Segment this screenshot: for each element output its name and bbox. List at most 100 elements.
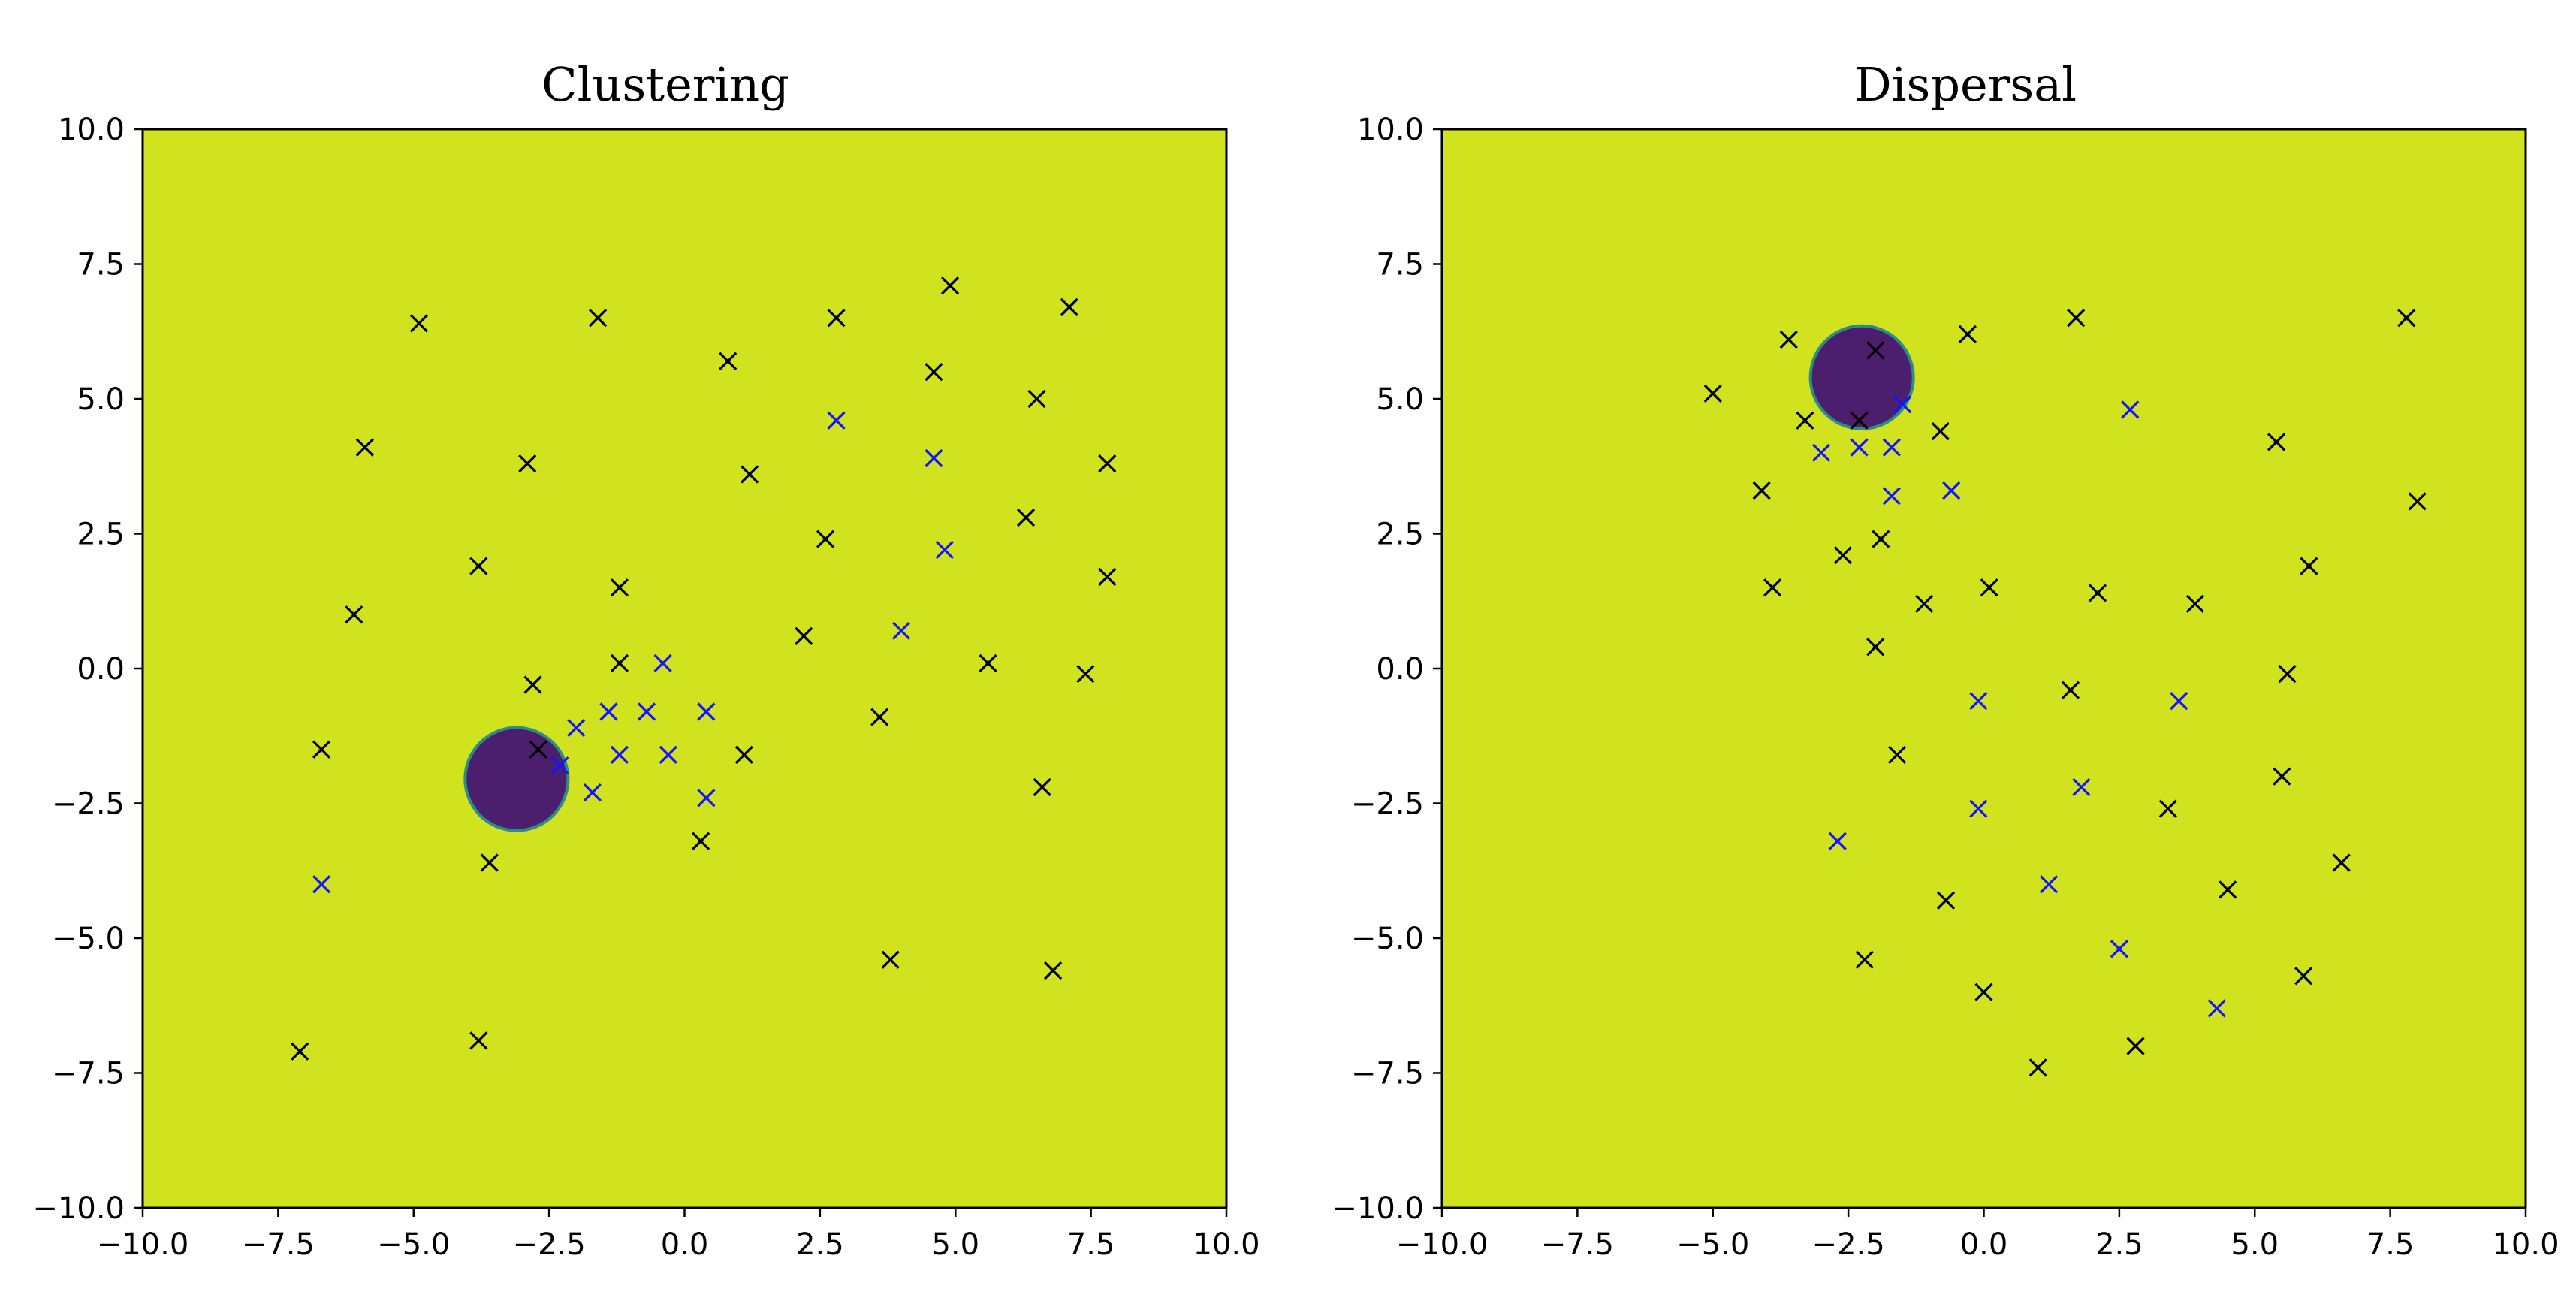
dispersal-blue-point bbox=[1850, 438, 1869, 457]
dispersal-blue-point bbox=[1811, 443, 1831, 462]
clustering-black-point bbox=[1076, 665, 1095, 684]
dispersal-plot-background bbox=[1442, 129, 2526, 1208]
clustering-black-point bbox=[740, 465, 759, 484]
clustering-y-tick-label: 5.0 bbox=[77, 382, 125, 417]
dispersal-blue-point bbox=[1969, 799, 1988, 818]
clustering-black-point bbox=[345, 605, 363, 624]
dispersal-blue-point bbox=[2170, 691, 2188, 711]
dispersal-blue-point bbox=[1882, 438, 1901, 457]
clustering-black-point bbox=[1043, 961, 1063, 980]
clustering-black-point bbox=[719, 352, 738, 370]
clustering-blue-point bbox=[610, 745, 629, 765]
clustering-x-tick-label: −5.0 bbox=[377, 1227, 450, 1262]
dispersal-x-tick-label: −5.0 bbox=[1676, 1227, 1749, 1262]
clustering-title: Clustering bbox=[541, 57, 789, 112]
clustering-black-point bbox=[610, 578, 629, 597]
dispersal-black-point bbox=[1752, 481, 1771, 500]
clustering-black-point bbox=[870, 708, 889, 726]
clustering-black-point bbox=[355, 438, 374, 457]
dispersal-x-tick-label: −2.5 bbox=[1812, 1227, 1885, 1262]
dispersal-blue-point bbox=[2110, 940, 2129, 958]
clustering-black-point bbox=[940, 276, 960, 295]
dispersal-x-tick-label: 0.0 bbox=[1960, 1227, 2008, 1262]
clustering-black-point bbox=[469, 1031, 488, 1050]
clustering-blue-point bbox=[312, 875, 331, 894]
clustering-black-point bbox=[816, 530, 835, 548]
clustering-black-point bbox=[291, 1042, 309, 1061]
clustering-y-tick-label: −7.5 bbox=[52, 1057, 125, 1091]
dispersal-black-point bbox=[2185, 594, 2205, 613]
dispersal-black-point bbox=[1855, 950, 1874, 969]
dispersal-blue-point bbox=[2072, 777, 2091, 797]
clustering-blue-point bbox=[697, 702, 716, 721]
dispersal-blue-point bbox=[1882, 487, 1901, 506]
dispersal-panel: Dispersal −10.0 −7.5 −5.0 −2.5 0.0 2.5 5.0 7.5 1… bbox=[1332, 57, 2559, 1262]
clustering-x-tick-label: 2.5 bbox=[796, 1227, 844, 1262]
clustering-black-point bbox=[795, 626, 813, 646]
dispersal-y-tick-label: 10.0 bbox=[1357, 113, 1424, 147]
dispersal-black-point bbox=[1936, 891, 1956, 910]
dispersal-x-tick-label: −10.0 bbox=[1396, 1227, 1489, 1262]
dispersal-black-point bbox=[1931, 421, 1950, 441]
dispersal-black-point bbox=[2294, 967, 2313, 986]
dispersal-black-point bbox=[1866, 341, 1885, 360]
dispersal-blue-point bbox=[1969, 691, 1988, 711]
clustering-black-point bbox=[409, 314, 429, 333]
dispersal-black-point bbox=[2267, 433, 2286, 451]
dispersal-y-tick-label: 5.0 bbox=[1376, 382, 1424, 417]
clustering-blue-point bbox=[697, 789, 716, 807]
clustering-x-tick-label: −10.0 bbox=[97, 1227, 189, 1262]
dispersal-y-tick-label: 2.5 bbox=[1376, 518, 1424, 552]
dispersal-marks bbox=[1703, 309, 2427, 1077]
dispersal-black-point bbox=[1779, 330, 1798, 349]
clustering-blue-point bbox=[567, 718, 586, 738]
clustering-black-point bbox=[1016, 508, 1036, 527]
clustering-y-tick-label: −2.5 bbox=[52, 787, 125, 822]
dispersal-black-point bbox=[1866, 638, 1885, 657]
clustering-blue-point bbox=[827, 411, 846, 430]
clustering-x-tick-label: 7.5 bbox=[1067, 1227, 1115, 1262]
clustering-x-tick-label: 5.0 bbox=[931, 1227, 979, 1262]
dispersal-dark-region bbox=[1808, 324, 1915, 430]
dispersal-black-point bbox=[1872, 530, 1890, 548]
clustering-black-point bbox=[979, 654, 997, 672]
clustering-blue-point bbox=[583, 783, 602, 802]
clustering-black-point bbox=[1033, 777, 1051, 797]
clustering-black-point bbox=[1098, 567, 1117, 587]
clustering-y-tick-label: 2.5 bbox=[77, 518, 125, 552]
clustering-black-point bbox=[1027, 389, 1046, 409]
dispersal-black-point bbox=[1703, 384, 1722, 403]
dispersal-black-point bbox=[2300, 557, 2318, 575]
dispersal-black-point bbox=[2029, 1058, 2047, 1077]
clustering-y-tick-label: 7.5 bbox=[77, 248, 125, 282]
dispersal-black-point bbox=[1915, 594, 1934, 613]
dispersal-black-point bbox=[1763, 578, 1782, 597]
dispersal-x-tick-label: 7.5 bbox=[2366, 1227, 2415, 1262]
dispersal-black-point bbox=[1980, 578, 1998, 597]
dispersal-black-point bbox=[2219, 880, 2237, 899]
clustering-black-point bbox=[692, 832, 710, 850]
dispersal-black-point bbox=[1796, 411, 1814, 430]
dispersal-black-point bbox=[2278, 665, 2297, 684]
dispersal-blue-point bbox=[2121, 400, 2140, 419]
dispersal-y-tick-label: 7.5 bbox=[1376, 248, 1424, 282]
dispersal-black-point bbox=[2397, 309, 2416, 328]
clustering-black-point bbox=[734, 745, 753, 765]
clustering-black-point bbox=[610, 654, 629, 672]
clustering-black-point bbox=[469, 557, 488, 575]
dispersal-black-point bbox=[2158, 799, 2177, 818]
dispersal-black-point bbox=[2273, 767, 2291, 786]
dispersal-y-tick-label: −10.0 bbox=[1332, 1191, 1424, 1226]
clustering-y-tick-label: −5.0 bbox=[52, 922, 125, 956]
clustering-blue-point bbox=[653, 654, 672, 672]
dispersal-black-point bbox=[2088, 584, 2107, 602]
clustering-black-point bbox=[518, 454, 537, 473]
dispersal-black-point bbox=[1958, 324, 1977, 343]
dispersal-black-point bbox=[2408, 492, 2427, 511]
dispersal-x-tick-label: 10.0 bbox=[2492, 1227, 2559, 1262]
clustering-blue-point bbox=[659, 745, 677, 765]
clustering-x-tick-label: −2.5 bbox=[513, 1227, 586, 1262]
dispersal-axes: −10.0 −7.5 −5.0 −2.5 0.0 2.5 5.0 7.5 10.0 −10.0 −7… bbox=[1332, 113, 2559, 1262]
clustering-black-point bbox=[881, 950, 900, 969]
clustering-black-point bbox=[925, 362, 943, 382]
